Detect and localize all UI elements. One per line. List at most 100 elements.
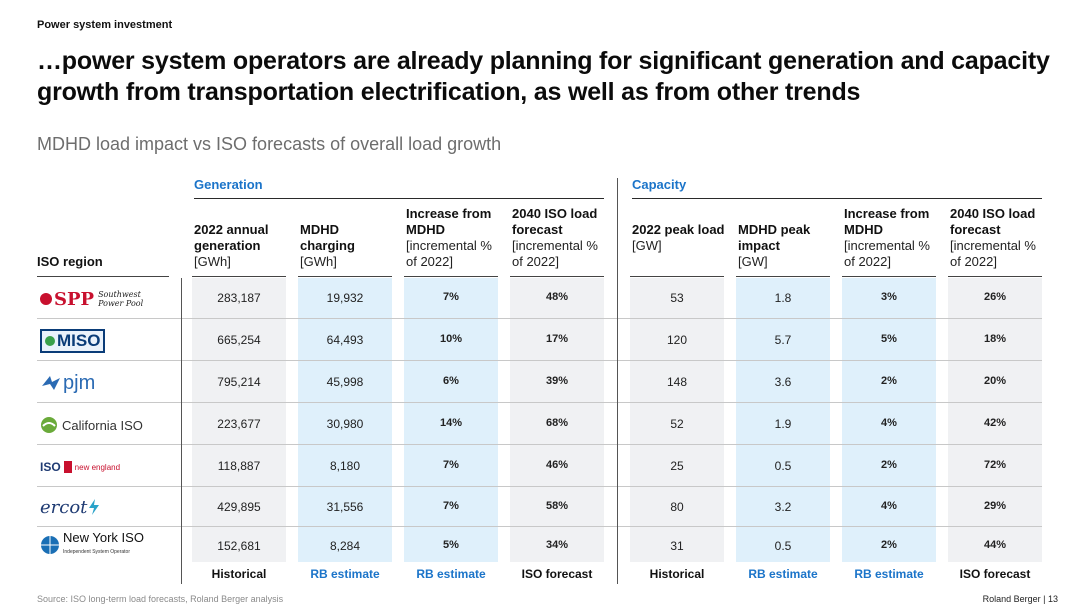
spp-icon [40, 293, 52, 305]
column-underline [842, 276, 936, 277]
row-separator [37, 402, 1042, 403]
ne-mark-icon [63, 461, 72, 473]
logo-nyiso: New York ISO Independent System Operator [40, 531, 170, 557]
column-underline [736, 276, 830, 277]
column-footer: RB estimate [854, 567, 924, 581]
vertical-divider [617, 178, 618, 584]
cell: 1.9 [774, 417, 792, 431]
caiso-icon [41, 417, 57, 433]
column-footer: ISO forecast [959, 567, 1031, 581]
cell: 31 [670, 539, 684, 553]
column-bg-gen-forecast [510, 278, 604, 562]
cell: 5.7 [774, 333, 792, 347]
column-bg-cap-forecast [948, 278, 1042, 562]
cell: 34% [545, 539, 569, 551]
cell: 6% [443, 375, 459, 387]
column-underline [298, 276, 392, 277]
cell: 20% [983, 375, 1007, 387]
cell: 8,180 [329, 459, 361, 473]
cell: 795,214 [217, 375, 261, 389]
cell: 29% [983, 500, 1007, 512]
cell: 53 [670, 291, 684, 305]
logo-spp: SPP Southwest Power Pool [40, 287, 170, 311]
row-separator [37, 360, 1042, 361]
cell: 58% [545, 500, 569, 512]
column-footer: ISO forecast [521, 567, 593, 581]
nyiso-globe-icon [41, 536, 59, 554]
column-header: Increase from MDHD [incremental % of 2022… [406, 206, 492, 269]
cell: 0.5 [774, 539, 792, 553]
column-header: 2022 peak load [GW] [632, 222, 725, 253]
column-bg-cap-increase [842, 278, 936, 562]
cell: 17% [545, 333, 569, 345]
column-header: Increase from MDHD [incremental % of 2022… [844, 206, 930, 269]
cell: 30,980 [326, 417, 364, 431]
cell: 2% [881, 375, 897, 387]
cell: 14% [439, 417, 463, 429]
cell: 31,556 [326, 500, 364, 514]
cell: 72% [983, 459, 1007, 471]
cell: 42% [983, 417, 1007, 429]
cell: 0.5 [774, 459, 792, 473]
column-underline [630, 276, 724, 277]
logo-iso-ne: ISO new england [40, 460, 121, 474]
cell: 429,895 [217, 500, 261, 514]
logo-pjm: pjm [40, 371, 170, 395]
cell: 7% [443, 459, 459, 471]
section-generation-line [194, 198, 604, 199]
cell: 665,254 [217, 333, 261, 347]
cell: 4% [881, 417, 897, 429]
column-footer: RB estimate [748, 567, 818, 581]
cell: 148 [666, 375, 688, 389]
cell: 68% [545, 417, 569, 429]
row-separator [37, 486, 1042, 487]
column-bg-gen-historical [192, 278, 286, 562]
column-header: MDHD charging [GWh] [300, 222, 355, 269]
cell: 52 [670, 417, 684, 431]
column-bg-cap-mdhd [736, 278, 830, 562]
globe-icon [45, 336, 55, 346]
cell: 2% [881, 539, 897, 551]
cell: 64,493 [326, 333, 364, 347]
vertical-divider [181, 278, 182, 584]
column-footer: RB estimate [310, 567, 380, 581]
column-underline [404, 276, 498, 277]
cell: 39% [545, 375, 569, 387]
cell: 1.8 [774, 291, 792, 305]
cell: 26% [983, 291, 1007, 303]
logo-ercot: ercot [40, 495, 170, 519]
cell: 2% [881, 459, 897, 471]
section-capacity: Capacity [632, 177, 687, 192]
cell: 223,677 [217, 417, 261, 431]
section-generation: Generation [194, 177, 263, 192]
cell: 5% [443, 539, 459, 551]
cell: 8,284 [329, 539, 361, 553]
logo-caiso: California ISO [40, 413, 170, 437]
page-number: Roland Berger | 13 [982, 594, 1058, 604]
column-footer: RB estimate [416, 567, 486, 581]
column-header: 2040 ISO load forecast [incremental % of … [512, 206, 598, 269]
cell: 7% [443, 500, 459, 512]
source-note: Source: ISO long-term load forecasts, Ro… [37, 594, 284, 604]
column-underline [510, 276, 604, 277]
cell: 18% [983, 333, 1007, 345]
cell: 46% [545, 459, 569, 471]
chart-subtitle: MDHD load impact vs ISO forecasts of ove… [37, 134, 502, 154]
column-footer: Historical [649, 567, 705, 581]
cell: 118,887 [217, 459, 261, 473]
topic-label: Power system investment [37, 19, 173, 31]
cell: 10% [439, 333, 463, 345]
iso-region-header: ISO region [37, 254, 103, 269]
cell: 44% [983, 539, 1007, 551]
iso-header-underline [37, 276, 169, 277]
cell: 48% [545, 291, 569, 303]
cell: 120 [666, 333, 688, 347]
cell: 3.6 [774, 375, 792, 389]
cell: 25 [670, 459, 684, 473]
column-header: 2022 annual generation [GWh] [194, 222, 269, 269]
page-title: …power system operators are already plan… [37, 47, 1050, 106]
logo-miso: MISO [40, 329, 170, 353]
cell: 4% [881, 500, 897, 512]
column-bg-gen-increase [404, 278, 498, 562]
column-header: MDHD peak impact [GW] [738, 222, 811, 269]
